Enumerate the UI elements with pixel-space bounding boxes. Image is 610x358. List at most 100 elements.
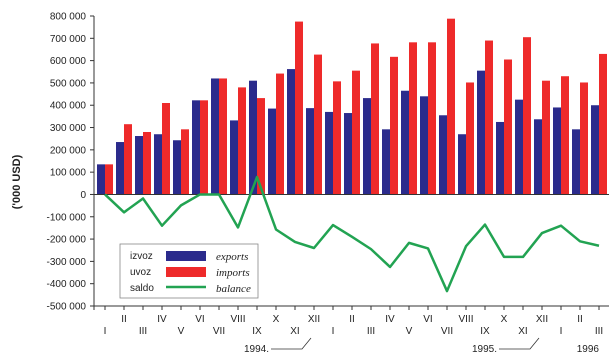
x-tick-label: X: [273, 314, 280, 325]
bar-exports: [325, 111, 333, 195]
year-label: 1995.: [472, 344, 497, 355]
bar-imports: [504, 59, 512, 195]
bar-exports: [382, 129, 390, 195]
y-tick-label: -300 000: [47, 257, 87, 268]
bar-imports: [124, 124, 132, 195]
bar-exports: [477, 70, 485, 195]
bar-exports: [211, 78, 219, 195]
legend-local-label-balance: saldo: [130, 283, 154, 294]
x-tick-label: II: [577, 314, 583, 325]
legend-swatch-imports: [166, 267, 206, 277]
legend-label-imports: imports: [216, 267, 250, 279]
y-tick-label: -100 000: [47, 212, 87, 223]
bar-imports: [428, 42, 436, 195]
y-tick-label: 0: [80, 190, 86, 201]
x-tick-label: V: [406, 326, 413, 337]
x-tick-label: V: [178, 326, 185, 337]
y-tick-label: 600 000: [50, 56, 87, 67]
bar-exports: [192, 100, 200, 195]
y-tick-label: 500 000: [50, 78, 87, 89]
x-tick-label: IX: [480, 326, 490, 337]
y-tick-label: 100 000: [50, 168, 87, 179]
x-tick-label: IV: [385, 314, 395, 325]
bar-exports: [268, 108, 276, 195]
x-tick-label: II: [121, 314, 127, 325]
balance-line: [104, 175, 600, 293]
bar-exports: [553, 107, 561, 195]
bar-exports: [420, 96, 428, 195]
bar-exports: [572, 129, 580, 195]
x-tick-label: IX: [252, 326, 262, 337]
x-tick-label: XI: [518, 326, 527, 337]
bar-exports: [97, 164, 105, 195]
x-tick-label: I: [560, 326, 563, 337]
y-tick-label: 700 000: [50, 34, 87, 45]
bar-exports: [344, 113, 352, 195]
bar-exports: [154, 134, 162, 195]
bar-imports: [523, 37, 531, 195]
bar-imports: [257, 98, 265, 195]
year-label: 1994.: [244, 344, 269, 355]
bar-exports: [439, 115, 447, 195]
bar-imports: [599, 53, 607, 195]
y-tick-label: -200 000: [47, 235, 87, 246]
x-tick-label: XII: [308, 314, 320, 325]
bar-exports: [591, 105, 599, 195]
bar-imports: [466, 82, 474, 195]
x-tick-label: VIII: [458, 314, 473, 325]
bar-imports: [238, 87, 246, 195]
bar-imports: [485, 40, 493, 195]
bar-exports: [173, 140, 181, 195]
bar-imports: [333, 81, 341, 195]
bar-imports: [542, 80, 550, 195]
x-tick-label: XI: [290, 326, 299, 337]
y-tick-label: 300 000: [50, 123, 87, 134]
bar-exports: [135, 136, 143, 195]
bar-exports: [401, 90, 409, 195]
bar-imports: [314, 54, 322, 195]
year-label: 1996: [577, 344, 600, 355]
legend-label-balance: balance: [216, 283, 251, 295]
bar-exports: [534, 119, 542, 195]
legend-swatch-exports: [166, 251, 206, 261]
x-tick-label: VIII: [230, 314, 245, 325]
bar-series: [97, 18, 607, 195]
bar-imports: [580, 82, 588, 195]
balance-line-series: [104, 175, 600, 293]
bar-exports: [363, 98, 371, 195]
bar-exports: [515, 99, 523, 195]
legend-label-exports: exports: [216, 251, 248, 263]
year-marker-line: [271, 337, 312, 350]
bar-exports: [306, 108, 314, 195]
bar-imports: [390, 56, 398, 195]
x-tick-label: III: [139, 326, 147, 337]
x-tick-label: VI: [195, 314, 204, 325]
x-tick-label: III: [595, 326, 603, 337]
bar-imports: [276, 73, 284, 195]
bar-imports: [143, 132, 151, 195]
x-tick-label: X: [501, 314, 508, 325]
bar-imports: [295, 21, 303, 195]
bar-imports: [447, 18, 455, 195]
x-tick-label: II: [349, 314, 355, 325]
x-tick-label: VII: [213, 326, 225, 337]
bar-imports: [105, 164, 113, 195]
x-tick-label: IV: [157, 314, 167, 325]
x-tick-label: XII: [536, 314, 548, 325]
y-axis: 800 000 700 000 600 000 500 000 400 000 300 0…: [47, 12, 95, 313]
year-marker-line: [499, 337, 540, 350]
x-axis: IIIIIIIVVVIVIIVIIIIXXXIXIIIIIIIIIVVVIVII…: [94, 305, 609, 355]
y-axis-label: ('000 USD): [11, 154, 23, 209]
x-tick-label: I: [104, 326, 107, 337]
legend-local-label-exports: izvoz: [130, 251, 153, 262]
bar-imports: [561, 76, 569, 195]
bar-imports: [371, 43, 379, 195]
y-tick-label: 200 000: [50, 145, 87, 156]
bar-imports: [162, 103, 170, 195]
bar-exports: [496, 121, 504, 195]
x-tick-label: VII: [441, 326, 453, 337]
bar-exports: [287, 69, 295, 195]
x-tick-label: III: [367, 326, 375, 337]
bar-imports: [219, 78, 227, 195]
y-tick-label: -500 000: [47, 302, 87, 313]
